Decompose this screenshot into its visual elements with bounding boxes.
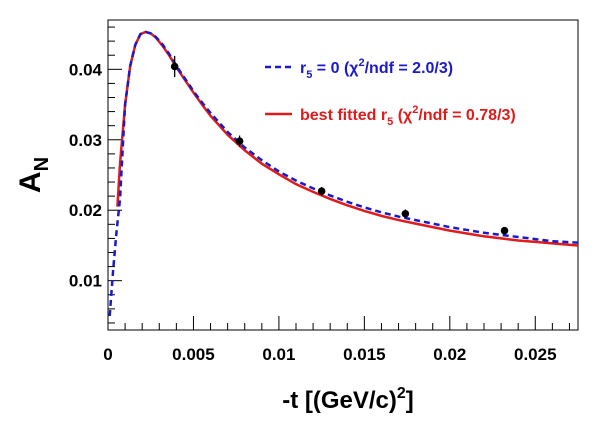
x-tick-label: 0.025 — [514, 345, 557, 364]
legend-label: best fitted r5 (χ2/ndf = 0.78/3) — [300, 104, 516, 128]
y-axis-ticks: 0.01 0.02 0.03 0.04 — [69, 26, 122, 324]
legend-entry: best fitted r5 (χ2/ndf = 0.78/3) — [265, 104, 516, 128]
data-point — [500, 226, 509, 235]
legend-label-part: best fitted r — [300, 107, 387, 124]
point-marker — [401, 209, 410, 218]
legend-label-part: χ — [349, 60, 359, 77]
legend-label-part: ( — [393, 107, 403, 124]
y-tick-label: 0.03 — [69, 131, 102, 150]
y-axis-title: AN — [14, 157, 53, 193]
legend-entry: r5 = 0 (χ2/ndf = 2.0/3) — [265, 57, 453, 81]
legend-label-part: /ndf = 2.0/3) — [365, 60, 453, 77]
x-tick-label: 0.01 — [262, 345, 295, 364]
y-tick-label: 0.02 — [69, 201, 102, 220]
x-axis-title-sup: 2 — [397, 385, 406, 402]
legend-label-part: 5 — [306, 69, 312, 81]
legend-label-part: 2 — [358, 57, 364, 69]
point-marker — [317, 187, 326, 196]
data-point — [170, 55, 179, 78]
legend-label: r5 = 0 (χ2/ndf = 2.0/3) — [300, 57, 453, 81]
legend-label-part: r — [300, 60, 306, 77]
legend-label-part: = 0 ( — [312, 60, 350, 77]
x-tick-label: 0 — [103, 345, 112, 364]
series-line-r5_zero — [108, 30, 578, 317]
y-axis-title-sub: N — [31, 157, 53, 171]
x-axis-ticks: 0 0.005 0.01 0.015 0.02 0.025 — [103, 316, 570, 364]
data-point — [317, 186, 326, 196]
point-marker — [235, 137, 244, 145]
x-tick-label: 0.005 — [172, 345, 215, 364]
legend-label-part: 2 — [412, 104, 418, 116]
x-axis-title: -t [(GeV/c)2] — [282, 385, 414, 414]
data-point — [235, 135, 244, 147]
point-marker — [500, 226, 509, 235]
legend-label-part: χ — [403, 107, 413, 124]
point-marker — [170, 62, 179, 71]
x-axis-title-main: -t [(GeV/c) — [282, 387, 397, 414]
y-axis-title-main: A — [14, 171, 47, 193]
legend: r5 = 0 (χ2/ndf = 2.0/3)best fitted r5 (χ… — [265, 57, 516, 128]
data-points — [170, 55, 509, 235]
x-tick-label: 0.015 — [343, 345, 386, 364]
x-axis-title-end: ] — [406, 387, 414, 414]
legend-label-part: /ndf = 0.78/3) — [418, 107, 515, 124]
legend-label-part: 5 — [387, 116, 393, 128]
y-tick-label: 0.01 — [69, 272, 102, 291]
data-point — [401, 209, 410, 218]
curves — [108, 30, 578, 317]
y-tick-label: 0.04 — [69, 60, 103, 79]
plot-frame — [107, 19, 579, 331]
x-tick-label: 0.02 — [433, 345, 466, 364]
